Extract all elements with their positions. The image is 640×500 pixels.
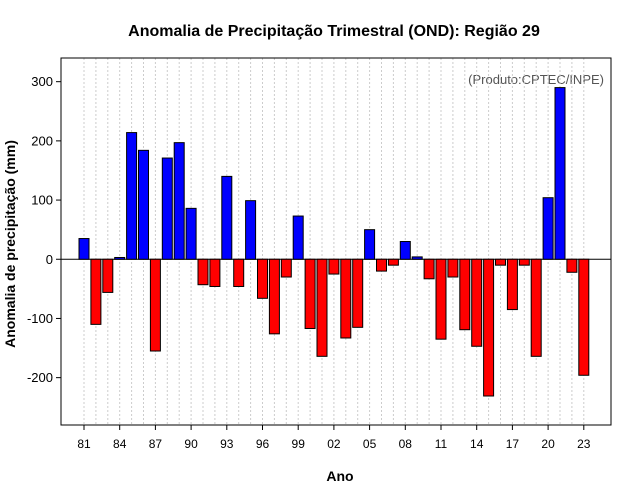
bar-1991 <box>197 258 209 286</box>
x-tick-label: 84 <box>113 437 127 451</box>
bar-1992 <box>209 258 221 287</box>
bar-2013 <box>459 258 471 331</box>
bar-2014 <box>471 258 483 347</box>
bar-2016 <box>495 258 506 266</box>
bar-2010 <box>423 258 435 280</box>
x-axis: 81 84 87 90 93 96 99 02 05 08 11 14 17 20 23 <box>77 425 591 451</box>
bar-1987 <box>149 258 161 352</box>
bars <box>78 87 590 397</box>
y-tick-label: -200 <box>27 370 53 385</box>
bar-1996 <box>257 258 268 299</box>
bar-2019 <box>530 258 542 357</box>
x-tick-label: 02 <box>327 437 341 451</box>
bar-2011 <box>435 258 447 340</box>
y-tick-label: 200 <box>31 133 53 148</box>
bar-1999 <box>292 215 304 260</box>
chart-title: Anomalia de Precipitação Trimestral (OND… <box>128 23 540 40</box>
x-tick-label: 14 <box>470 437 484 451</box>
bar-2018 <box>518 258 530 266</box>
x-tick-label: 11 <box>435 437 448 451</box>
bar-2007 <box>387 258 399 266</box>
x-tick-label: 05 <box>363 437 377 451</box>
bar-1995 <box>245 200 257 260</box>
x-tick-label: 17 <box>506 437 520 451</box>
bar-1997 <box>268 258 280 335</box>
y-axis-label: Anomalia de precipitação (mm) <box>2 140 18 348</box>
x-tick-label: 87 <box>149 437 163 451</box>
plot-border <box>60 57 612 426</box>
bar-1993 <box>221 175 233 260</box>
bar-1989 <box>173 142 185 260</box>
y-tick-label: 0 <box>46 252 53 267</box>
bar-2009 <box>411 256 423 260</box>
bar-2020 <box>542 197 554 260</box>
bar-2003 <box>340 258 352 339</box>
x-tick-label: 99 <box>292 437 306 451</box>
x-tick-label: 90 <box>184 437 198 451</box>
x-tick-label: 08 <box>399 437 413 451</box>
bar-2021 <box>554 87 566 260</box>
bar-1982 <box>90 258 102 325</box>
bar-2004 <box>352 258 364 328</box>
x-tick-label: 20 <box>541 437 555 451</box>
y-tick-label: 100 <box>31 193 53 208</box>
bar-2022 <box>566 258 578 273</box>
x-axis-label: Ano <box>326 468 353 484</box>
bar-1994 <box>233 258 245 287</box>
bar-1985 <box>126 132 138 260</box>
bar-1986 <box>138 149 149 260</box>
bar-1983 <box>102 258 114 293</box>
y-tick-label: -100 <box>27 311 53 326</box>
bar-1998 <box>280 258 292 278</box>
x-tick-label: 81 <box>77 437 91 451</box>
bar-2001 <box>316 258 328 357</box>
bar-2012 <box>447 258 459 278</box>
bar-1984 <box>114 256 126 260</box>
bar-1990 <box>185 207 197 260</box>
bar-2015 <box>483 258 495 397</box>
bar-2002 <box>328 258 340 275</box>
bar-1988 <box>161 157 173 260</box>
bar-2008 <box>399 241 411 260</box>
bar-1981 <box>78 238 90 260</box>
gridlines <box>83 58 585 425</box>
x-tick-label: 93 <box>220 437 234 451</box>
x-tick-label: 23 <box>577 437 591 451</box>
bar-2023 <box>578 258 590 376</box>
bar-2017 <box>506 258 518 311</box>
x-tick-label: 96 <box>256 437 270 451</box>
y-tick-label: 300 <box>31 74 53 89</box>
bar-2005 <box>364 229 376 260</box>
bar-2000 <box>304 258 316 330</box>
bar-2006 <box>376 258 387 272</box>
y-axis: -200 -100 0 100 200 300 <box>27 74 61 385</box>
